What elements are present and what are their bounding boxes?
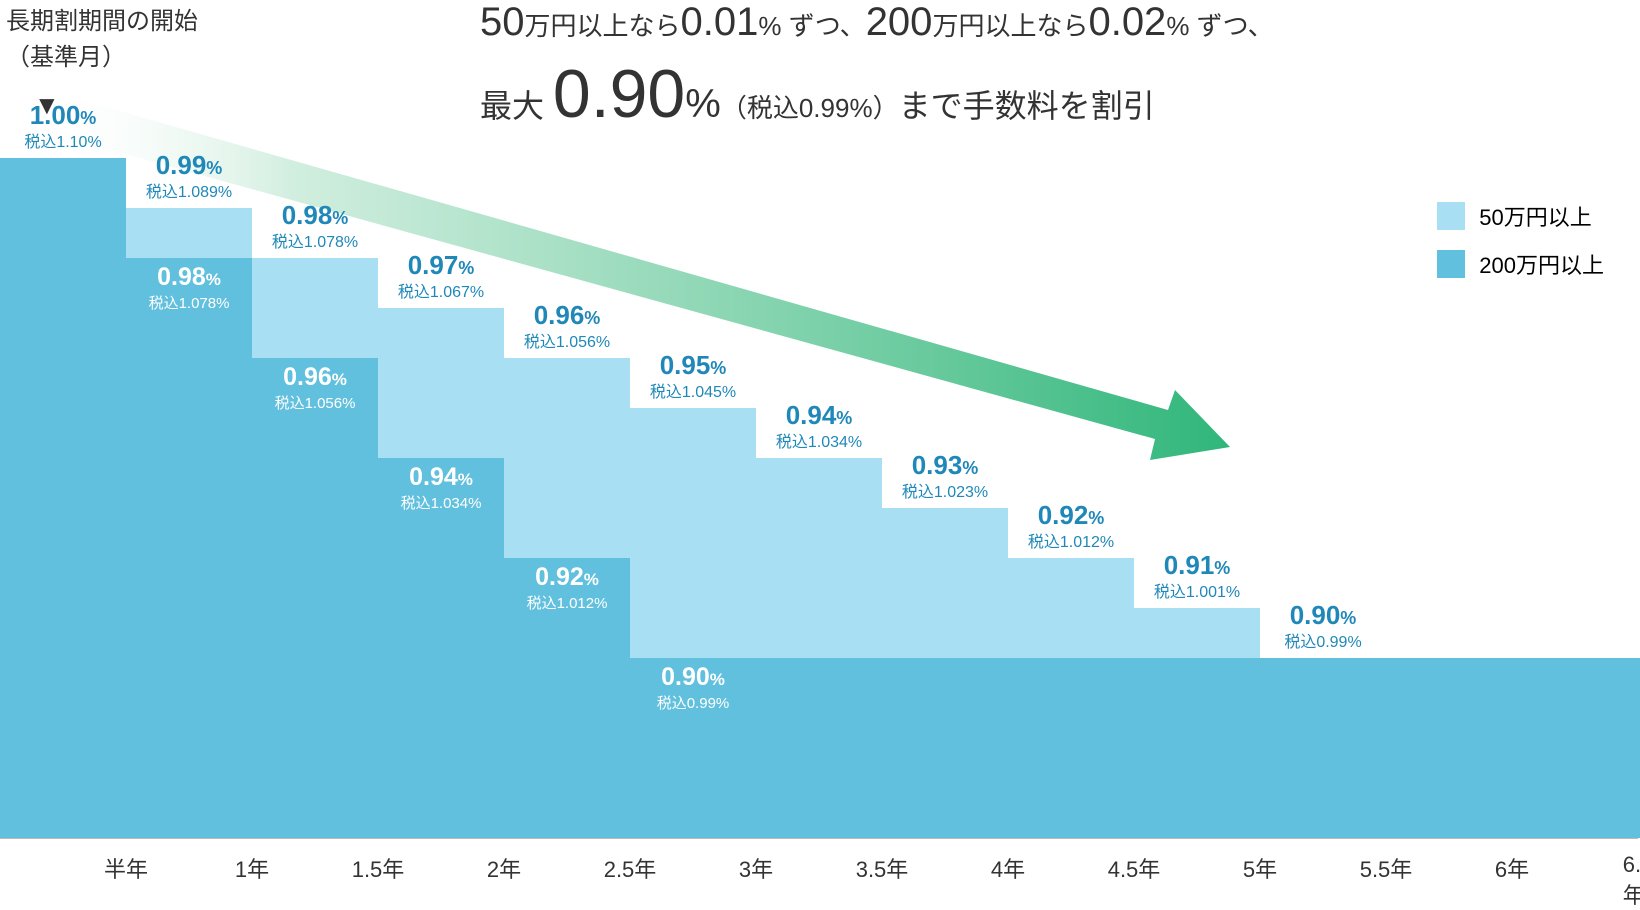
bar-inner-label: 0.92%税込1.012% bbox=[504, 562, 630, 614]
bar-top-label: 0.97%税込1.067% bbox=[378, 250, 504, 302]
bar-tier200 bbox=[1260, 658, 1386, 838]
x-axis-label: 4.5年 bbox=[1108, 852, 1161, 884]
header-left: 長期割期間の開始 （基準月） bbox=[6, 4, 198, 76]
x-axis-label: 4年 bbox=[991, 852, 1025, 884]
bar-tier50 bbox=[630, 408, 756, 658]
x-axis-label: 5年 bbox=[1243, 852, 1277, 884]
header-left-line1: 長期割期間の開始 bbox=[6, 4, 198, 40]
bar-top-label: 0.98%税込1.078% bbox=[252, 200, 378, 252]
bar-tier50 bbox=[504, 358, 630, 558]
x-axis-label: 3年 bbox=[739, 852, 773, 884]
x-axis-label: 6年 bbox=[1495, 852, 1529, 884]
bar-tier200 bbox=[1512, 658, 1638, 838]
bar-top-label: 0.91%税込1.001% bbox=[1134, 550, 1260, 602]
header-right-line1: 50万円以上なら0.01% ずつ、200万円以上なら0.02% ずつ、 bbox=[480, 0, 1640, 45]
x-axis-label: 半年 bbox=[104, 852, 148, 884]
bar-top-label: 0.92%税込1.012% bbox=[1008, 500, 1134, 552]
bar-top-label: 0.90%税込0.99% bbox=[1260, 600, 1386, 652]
x-axis-label: 1年 bbox=[235, 852, 269, 884]
bar-tier200 bbox=[0, 158, 126, 838]
x-axis-labels: 半年1年1.5年2年2.5年3年3.5年4年4.5年5年5.5年6年6.5年 bbox=[0, 840, 1640, 888]
bar-tier50 bbox=[756, 458, 882, 658]
bar-top-label: 0.99%税込1.089% bbox=[126, 150, 252, 202]
bar-tier200 bbox=[252, 358, 378, 838]
bar-tier50 bbox=[252, 258, 378, 358]
bar-tier200 bbox=[1386, 658, 1512, 838]
bar-tier200 bbox=[126, 258, 252, 838]
x-axis-label: 2.5年 bbox=[604, 852, 657, 884]
x-axis-label: 3.5年 bbox=[856, 852, 909, 884]
bar-tier200 bbox=[882, 658, 1008, 838]
bar-tier50 bbox=[126, 208, 252, 258]
bar-top-label: 0.96%税込1.056% bbox=[504, 300, 630, 352]
bar-top-label: 1.00%税込1.10% bbox=[0, 100, 126, 152]
x-axis-label: 2年 bbox=[487, 852, 521, 884]
bar-inner-label: 0.98%税込1.078% bbox=[126, 262, 252, 314]
bar-tier50 bbox=[1008, 558, 1134, 658]
bar-top-label: 0.94%税込1.034% bbox=[756, 400, 882, 452]
bar-tier200 bbox=[756, 658, 882, 838]
bar-tier200 bbox=[1134, 658, 1260, 838]
header-left-line2: （基準月） bbox=[6, 40, 198, 76]
bar-inner-label: 0.90%税込0.99% bbox=[630, 662, 756, 714]
chart-area: 1.00%税込1.10%0.99%税込1.089%0.98%税込1.078%0.… bbox=[0, 159, 1638, 839]
x-axis-label: 5.5年 bbox=[1360, 852, 1413, 884]
bar-tier50 bbox=[1134, 608, 1260, 658]
bar-inner-label: 0.94%税込1.034% bbox=[378, 462, 504, 514]
bar-tier200 bbox=[1008, 658, 1134, 838]
x-axis-label: 6.5年 bbox=[1623, 852, 1640, 910]
bar-inner-label: 0.96%税込1.056% bbox=[252, 362, 378, 414]
x-axis-label: 1.5年 bbox=[352, 852, 405, 884]
bar-tier50 bbox=[882, 508, 1008, 658]
bar-tier50 bbox=[378, 308, 504, 458]
bar-tier200 bbox=[378, 458, 504, 838]
bar-top-label: 0.95%税込1.045% bbox=[630, 350, 756, 402]
bar-top-label: 0.93%税込1.023% bbox=[882, 450, 1008, 502]
